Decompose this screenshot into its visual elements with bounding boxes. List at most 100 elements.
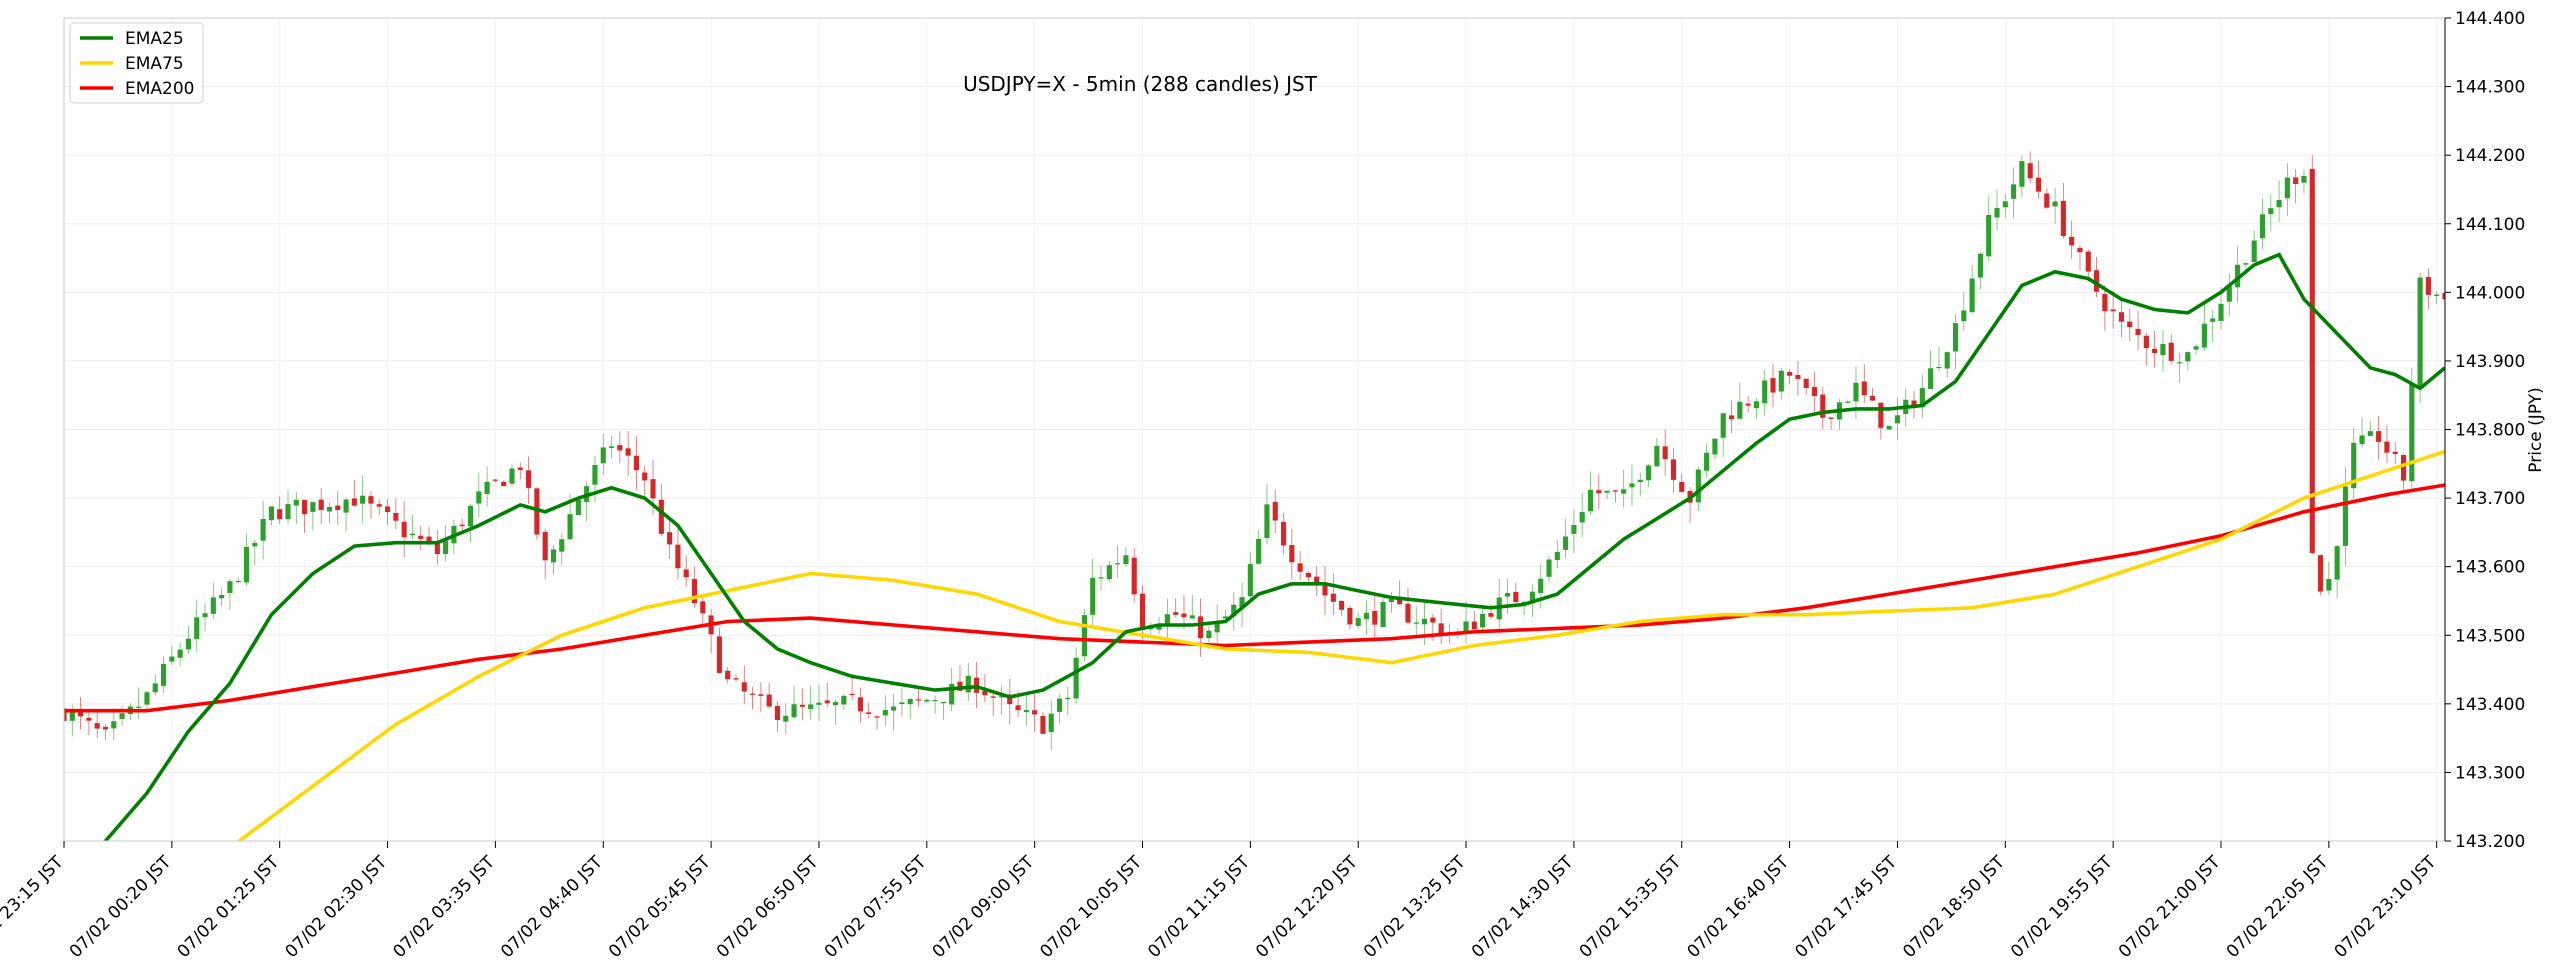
candle-body — [1529, 591, 1535, 604]
legend-ema75-label: EMA75 — [125, 54, 184, 74]
candle-body — [335, 505, 341, 511]
candle-body — [227, 581, 233, 593]
candle-body — [1115, 563, 1121, 565]
candle-body — [741, 682, 747, 692]
candle-body — [1662, 446, 1668, 460]
candle-body — [492, 479, 498, 481]
candle-body — [832, 702, 839, 706]
candle-body — [144, 692, 150, 705]
candle-body — [1347, 607, 1353, 625]
candle-body — [1264, 504, 1270, 539]
candle-body — [1056, 698, 1063, 712]
candle-body — [2035, 177, 2042, 192]
candle-body — [617, 445, 623, 451]
candle-body — [260, 518, 266, 541]
candle-body — [501, 481, 507, 487]
candle-body — [210, 597, 216, 614]
candle-body — [1090, 578, 1096, 615]
candle-body — [2268, 208, 2274, 215]
candle-body — [1280, 521, 1287, 546]
candle-body — [235, 580, 241, 583]
candle-body — [915, 699, 922, 701]
candle-body — [467, 505, 474, 527]
candle-body — [766, 694, 772, 707]
candle-body — [1463, 621, 1469, 633]
y-tick-label: 143.700 — [2455, 489, 2525, 509]
x-tick-label: 07/02 21:00 JST — [2115, 852, 2225, 962]
candle-body — [2069, 236, 2075, 246]
candle-body — [476, 491, 482, 504]
candle-body — [882, 709, 888, 716]
chart-title: USDJPY=X - 5min (288 candles) JST — [963, 72, 1318, 96]
candle-body — [1098, 577, 1104, 579]
candle-body — [1944, 352, 1950, 369]
candle-body — [409, 533, 416, 536]
candle-body — [1828, 417, 1834, 419]
legend-ema25-label: EMA25 — [125, 29, 184, 49]
candle-body — [302, 499, 308, 515]
candle-body — [2052, 201, 2058, 207]
candle-body — [824, 700, 830, 704]
candle-body — [1040, 715, 1046, 734]
candle-body — [443, 540, 449, 555]
candle-body — [2160, 343, 2166, 356]
candle-body — [526, 470, 532, 488]
candle-body — [2293, 177, 2299, 185]
candle-body — [1164, 614, 1170, 626]
candle-body — [2342, 486, 2349, 546]
candle-body — [1388, 597, 1394, 603]
candle-body — [2359, 435, 2365, 445]
candle-body — [1073, 657, 1079, 699]
candle-body — [2077, 247, 2083, 253]
candle-body — [1504, 592, 1511, 597]
candle-body — [559, 539, 565, 552]
y-axis: 143.200 143.300 143.400 143.500 143.600 143.7… — [2444, 9, 2525, 852]
x-tick-label: 07/02 14:30 JST — [1468, 852, 1578, 962]
candle-body — [700, 601, 706, 614]
candle-body — [1911, 400, 1917, 408]
candle-body — [202, 613, 208, 618]
candle-body — [1156, 625, 1162, 630]
candle-body — [2002, 201, 2008, 208]
candle-body — [484, 481, 490, 495]
candle-body — [1737, 401, 1743, 419]
candle-body — [1330, 593, 1336, 602]
candle-body — [2093, 270, 2100, 292]
candle-body — [550, 549, 557, 563]
candle-body — [1538, 578, 1544, 594]
candle-body — [1106, 565, 1112, 580]
y-tick-label: 143.200 — [2455, 832, 2525, 852]
candle-body — [1222, 616, 1229, 619]
candle-body — [1131, 557, 1137, 595]
candle-body — [277, 509, 283, 520]
candle-body — [1480, 613, 1486, 628]
candle-body — [1712, 438, 1718, 455]
y-tick-label: 143.800 — [2455, 421, 2525, 441]
candle-body — [136, 706, 142, 708]
candle-body — [808, 704, 814, 709]
candle-body — [169, 656, 175, 662]
y-tick-label: 143.500 — [2455, 626, 2525, 646]
candle-body — [949, 683, 955, 705]
candle-body — [1820, 394, 1826, 418]
candle-body — [783, 715, 789, 722]
candle-body — [2367, 431, 2373, 436]
candle-body — [2251, 240, 2257, 262]
candle-body — [1762, 380, 1768, 404]
candle-body — [219, 595, 225, 599]
candle-body — [1969, 278, 1975, 313]
x-tick-label: 07/02 07:55 JST — [821, 852, 931, 962]
candle-body — [1596, 490, 1602, 494]
candle-body — [990, 696, 996, 698]
candle-body — [1579, 512, 1585, 523]
candle-body — [691, 578, 698, 604]
candle-body — [1380, 601, 1386, 628]
ema-lines — [64, 252, 2445, 841]
candle-body — [567, 514, 573, 540]
candle-body — [650, 479, 656, 499]
candle-body — [2276, 199, 2282, 208]
candle-body — [2127, 321, 2133, 328]
candle-body — [152, 683, 158, 693]
candle-body — [1986, 214, 1992, 257]
y-tick-label: 143.300 — [2455, 763, 2525, 783]
